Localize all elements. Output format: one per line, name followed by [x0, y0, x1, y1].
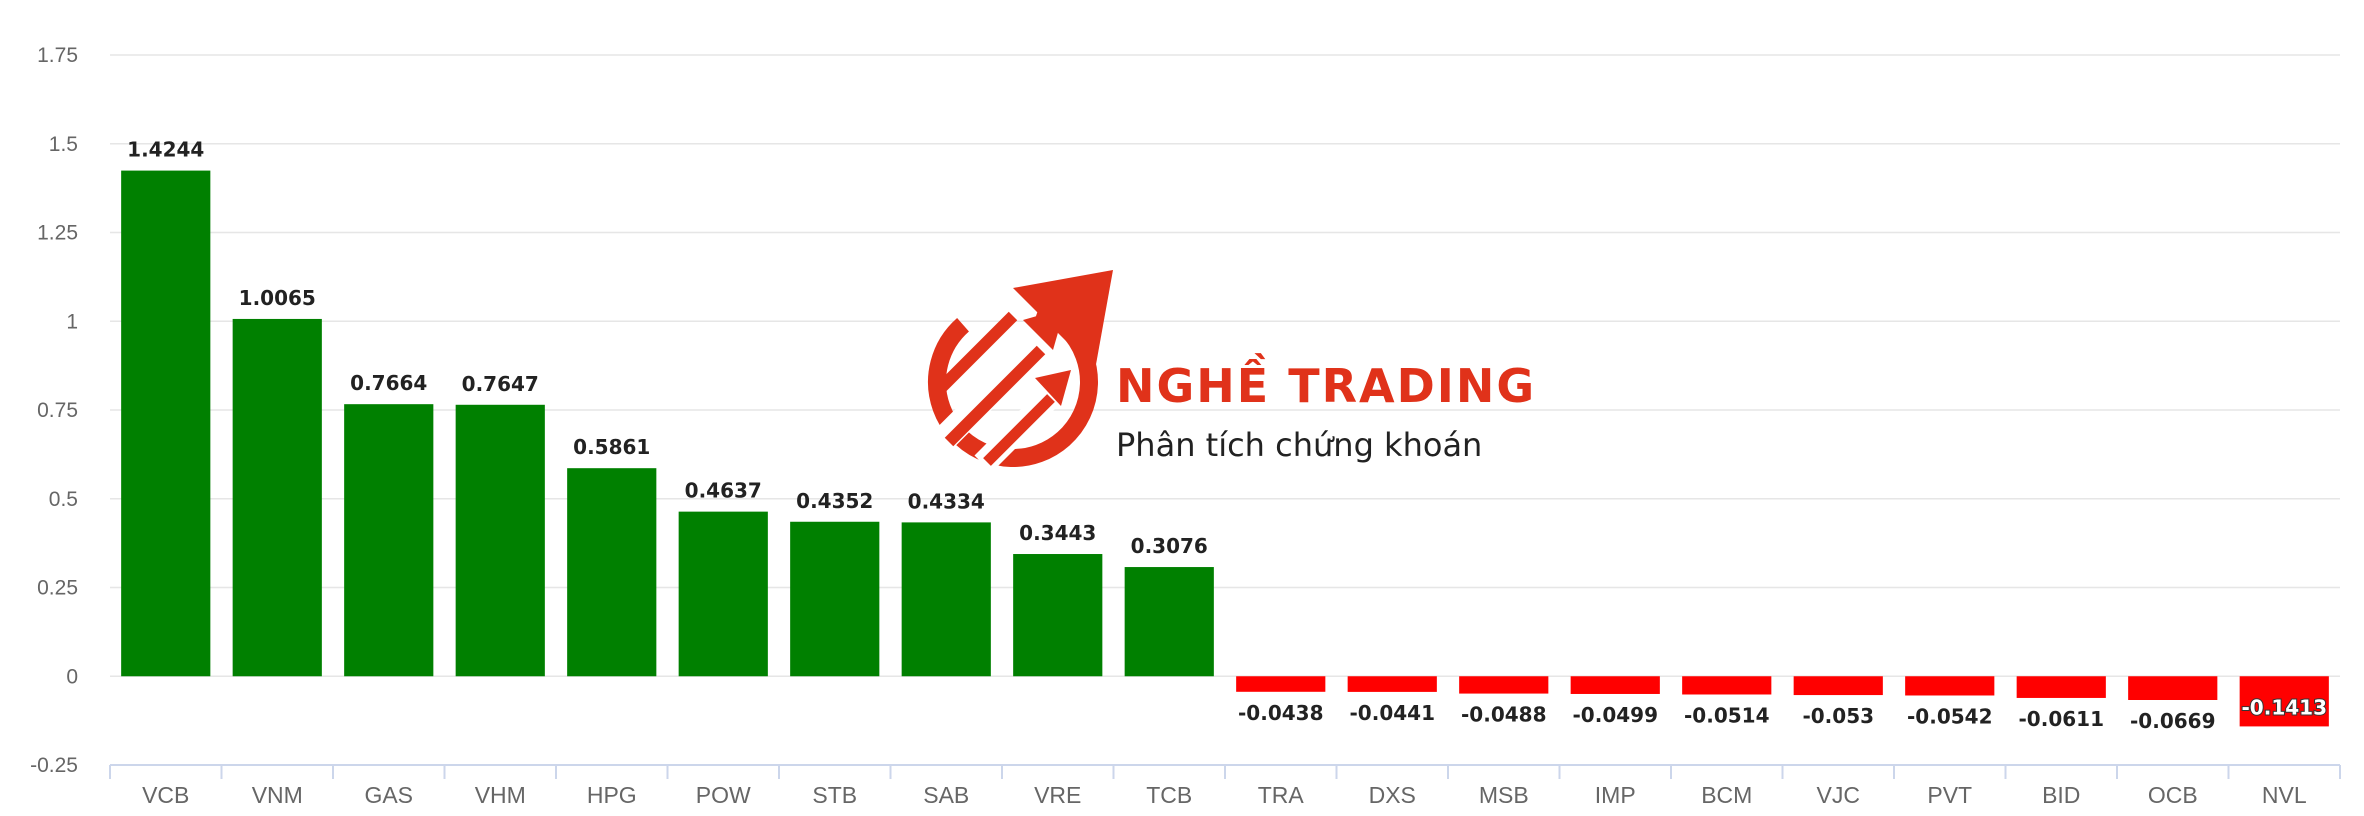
x-tick-label: DXS: [1369, 782, 1416, 808]
bars: [121, 170, 2329, 727]
y-tick-label: -0.25: [30, 754, 78, 777]
y-tick-label: 0.5: [49, 488, 78, 511]
y-tick-label: 1.25: [37, 222, 78, 245]
x-tick-label: VRE: [1034, 782, 1081, 808]
watermark-title: NGHỀ TRADING: [1116, 353, 1536, 413]
data-label: -0.053: [1802, 704, 1874, 728]
data-label: -0.0441: [1350, 701, 1435, 725]
data-label: 0.5861: [573, 435, 650, 459]
x-tick-label: POW: [696, 782, 751, 808]
data-label: 0.3076: [1131, 534, 1208, 558]
x-tick-label: NVL: [2262, 782, 2307, 808]
y-tick-label: 0.25: [37, 577, 78, 600]
x-tick-label: TCB: [1146, 782, 1192, 808]
x-tick-label: HPG: [587, 782, 637, 808]
x-tick-label: IMP: [1595, 782, 1636, 808]
bar-hpg: [567, 468, 657, 677]
data-label: 0.3443: [1019, 521, 1096, 545]
data-label: -0.0542: [1907, 704, 1992, 728]
bar-bcm: [1682, 676, 1772, 695]
data-label: -0.0488: [1461, 703, 1546, 727]
y-tick-label: 0: [66, 665, 78, 688]
x-tick-label: SAB: [923, 782, 969, 808]
bar-vcb: [121, 170, 211, 677]
data-label: 0.7647: [462, 372, 539, 396]
y-tick-label: 1.5: [49, 133, 78, 156]
x-tick-label: STB: [812, 782, 857, 808]
bar-vjc: [1793, 676, 1883, 696]
bar-gas: [344, 404, 434, 677]
x-tick-label: MSB: [1479, 782, 1529, 808]
y-tick-label: 1: [66, 310, 78, 333]
bar-vre: [1013, 554, 1103, 677]
x-tick-label: VNM: [252, 782, 303, 808]
watermark-subtitle: Phân tích chứng khoán: [1116, 426, 1482, 464]
data-label: 1.0065: [239, 286, 316, 310]
bar-sab: [901, 522, 991, 677]
data-label: 0.4334: [908, 489, 985, 513]
bar-ocb: [2128, 676, 2218, 700]
x-axis-tick-labels: VCB VNM GAS VHM HPG POW STB SAB VRE TCB TRA DXS MSB I…: [142, 782, 2307, 808]
x-tick-label: PVT: [1927, 782, 1972, 808]
x-tick-label: TRA: [1258, 782, 1305, 808]
data-label: -0.0438: [1238, 701, 1323, 725]
bar-pow: [678, 511, 768, 677]
data-label: 0.4352: [796, 489, 873, 513]
bar-bid: [2016, 676, 2106, 698]
bar-stb: [790, 521, 880, 677]
data-label: 0.7664: [350, 371, 427, 395]
x-tick-label: VCB: [142, 782, 189, 808]
bar-nvl: [2239, 676, 2329, 727]
x-axis: [109, 764, 2341, 779]
data-label: 0.4637: [685, 479, 762, 503]
data-label: -0.0514: [1684, 703, 1769, 727]
data-label: -0.0669: [2130, 709, 2215, 733]
data-labels: 1.4244 1.0065 0.7664 0.7647 0.5861 0.4637 0.43…: [127, 138, 2328, 733]
x-tick-label: BCM: [1701, 782, 1752, 808]
x-tick-label: BID: [2042, 782, 2080, 808]
bar-tra: [1236, 676, 1326, 692]
watermark-logo: NGHỀ TRADING Phân tích chứng khoán: [928, 270, 1536, 473]
bar-vnm: [232, 318, 322, 677]
bar-tcb: [1124, 567, 1214, 677]
bar-msb: [1459, 676, 1549, 694]
y-tick-label: 1.75: [37, 44, 78, 67]
data-label: 1.4244: [127, 138, 204, 162]
x-tick-label: VHM: [475, 782, 526, 808]
x-tick-label: VJC: [1817, 782, 1860, 808]
data-label: -0.1413: [2242, 695, 2327, 719]
rising-arrows-circle-icon: [928, 270, 1113, 473]
data-label: -0.0499: [1573, 703, 1658, 727]
x-tick-label: OCB: [2148, 782, 2198, 808]
bar-dxs: [1347, 676, 1437, 692]
bar-imp: [1570, 676, 1660, 694]
data-label: -0.0611: [2019, 707, 2104, 731]
y-axis-tick-labels: -0.25 0 0.25 0.5 0.75 1 1.25 1.5 1.75: [30, 44, 78, 777]
bar-pvt: [1905, 676, 1995, 696]
y-tick-label: 0.75: [37, 399, 78, 422]
x-tick-label: GAS: [364, 782, 413, 808]
bar-vhm: [455, 404, 545, 677]
